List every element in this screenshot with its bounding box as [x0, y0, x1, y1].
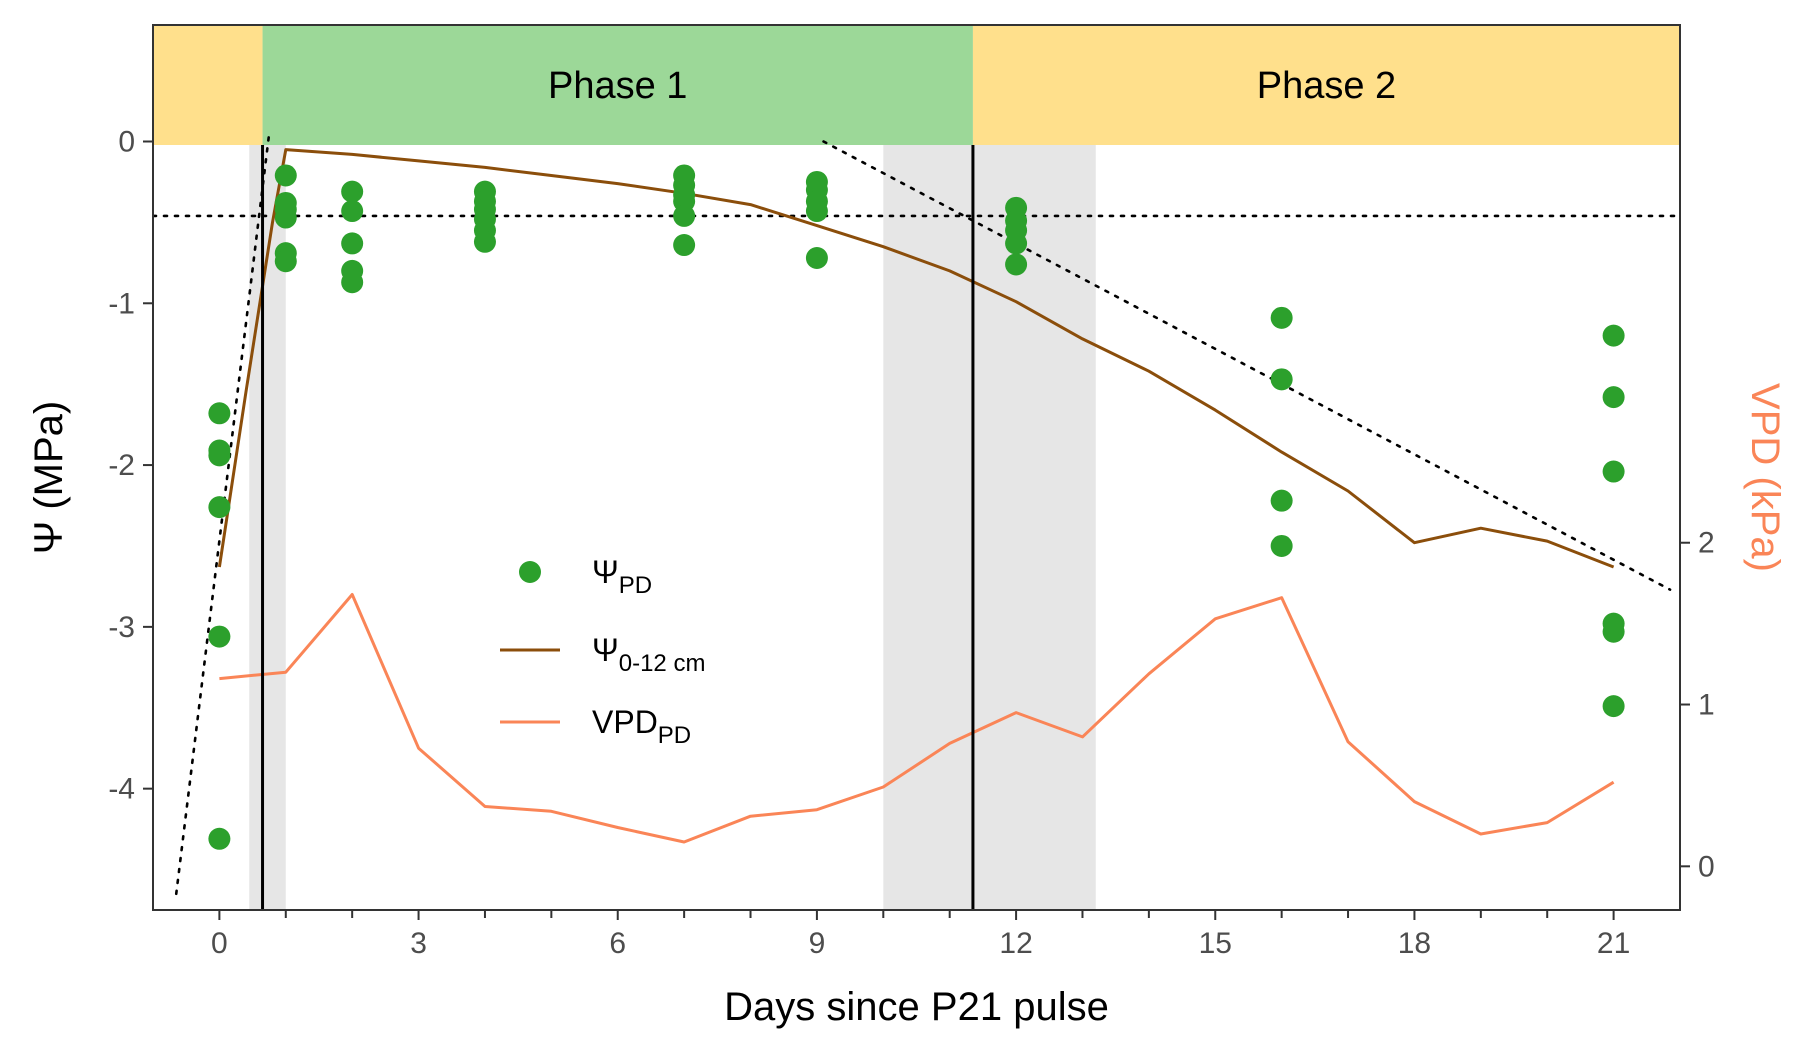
data-point-48 [1602, 695, 1625, 718]
shaded-region-0 [249, 145, 286, 910]
x-tick-label: 0 [211, 927, 228, 960]
y-tick-label: -4 [108, 773, 135, 806]
data-point-40 [1270, 368, 1293, 391]
trend-dotted-line-0 [174, 132, 271, 896]
series-line-1 [217, 148, 1615, 569]
data-series [208, 145, 1625, 910]
phase-band-1 [262, 25, 973, 145]
series-line-2 [219, 593, 1615, 844]
data-point-38 [1005, 253, 1028, 276]
data-point-42 [1270, 534, 1293, 557]
y2-axis-title: VPD (kPa) [1743, 383, 1787, 572]
shaded-regions [249, 145, 1096, 910]
x-tick-label: 21 [1597, 927, 1630, 960]
phase-band-2 [972, 25, 1680, 145]
data-point-45 [1602, 460, 1625, 483]
data-point-13 [341, 200, 364, 223]
data-point-12 [341, 180, 364, 203]
legend-label-base: VPD [592, 704, 658, 740]
data-point-4 [208, 625, 231, 648]
legend-label-subscript: PD [619, 572, 652, 599]
data-point-11 [274, 250, 297, 273]
y-tick-label: -2 [108, 449, 135, 482]
data-point-41 [1270, 489, 1293, 512]
legend-label-subscript: 0-12 cm [619, 650, 706, 677]
y2-tick-label: 1 [1698, 689, 1715, 722]
data-point-47 [1602, 620, 1625, 643]
data-point-6 [274, 164, 297, 187]
data-point-33 [805, 246, 828, 269]
legend-label-2: VPDPD [592, 704, 691, 749]
legend-key-point [519, 561, 541, 583]
y-tick-label: -1 [108, 287, 135, 320]
legend-label-base: Ψ [592, 554, 619, 590]
plot-border [152, 24, 1681, 911]
x-tick-label: 15 [1199, 927, 1232, 960]
data-point-14 [341, 232, 364, 255]
data-point-2 [208, 444, 231, 467]
data-point-32 [805, 200, 828, 223]
data-point-43 [1602, 324, 1625, 347]
data-point-3 [208, 496, 231, 519]
x-tick-label: 18 [1398, 927, 1431, 960]
x-tick-label: 6 [609, 927, 626, 960]
legend-label-1: Ψ0-12 cm [592, 632, 705, 677]
phase-band-label-2: Phase 2 [1257, 65, 1396, 107]
data-point-22 [473, 230, 496, 253]
legend-label-subscript: PD [658, 722, 691, 749]
x-tick-label: 3 [410, 927, 427, 960]
legend-label-0: ΨPD [592, 554, 652, 599]
data-point-5 [208, 827, 231, 850]
data-point-28 [673, 234, 696, 257]
y2-tick-label: 2 [1698, 527, 1715, 560]
phase-band-0 [153, 25, 263, 145]
x-tick-label: 9 [809, 927, 826, 960]
phase-bands: Phase 1 Phase 2 [153, 25, 1680, 145]
data-point-39 [1270, 306, 1293, 329]
y-tick-label: 0 [118, 125, 135, 158]
legend-label-base: Ψ [592, 632, 619, 668]
reference-lines [153, 132, 1680, 896]
y-axis-title: Ψ (MPa) [27, 401, 71, 554]
data-point-16 [341, 271, 364, 294]
data-point-9 [274, 206, 297, 229]
y2-tick-label: 0 [1698, 850, 1715, 883]
x-axis-title: Days since P21 pulse [724, 985, 1109, 1029]
phase-band-label-1: Phase 1 [548, 65, 687, 107]
shaded-region-1 [883, 145, 1096, 910]
y-tick-label: -3 [108, 611, 135, 644]
data-point-44 [1602, 386, 1625, 409]
data-point-0 [208, 402, 231, 425]
data-point-37 [1005, 232, 1028, 255]
data-point-27 [673, 204, 696, 227]
x-tick-label: 12 [999, 927, 1032, 960]
